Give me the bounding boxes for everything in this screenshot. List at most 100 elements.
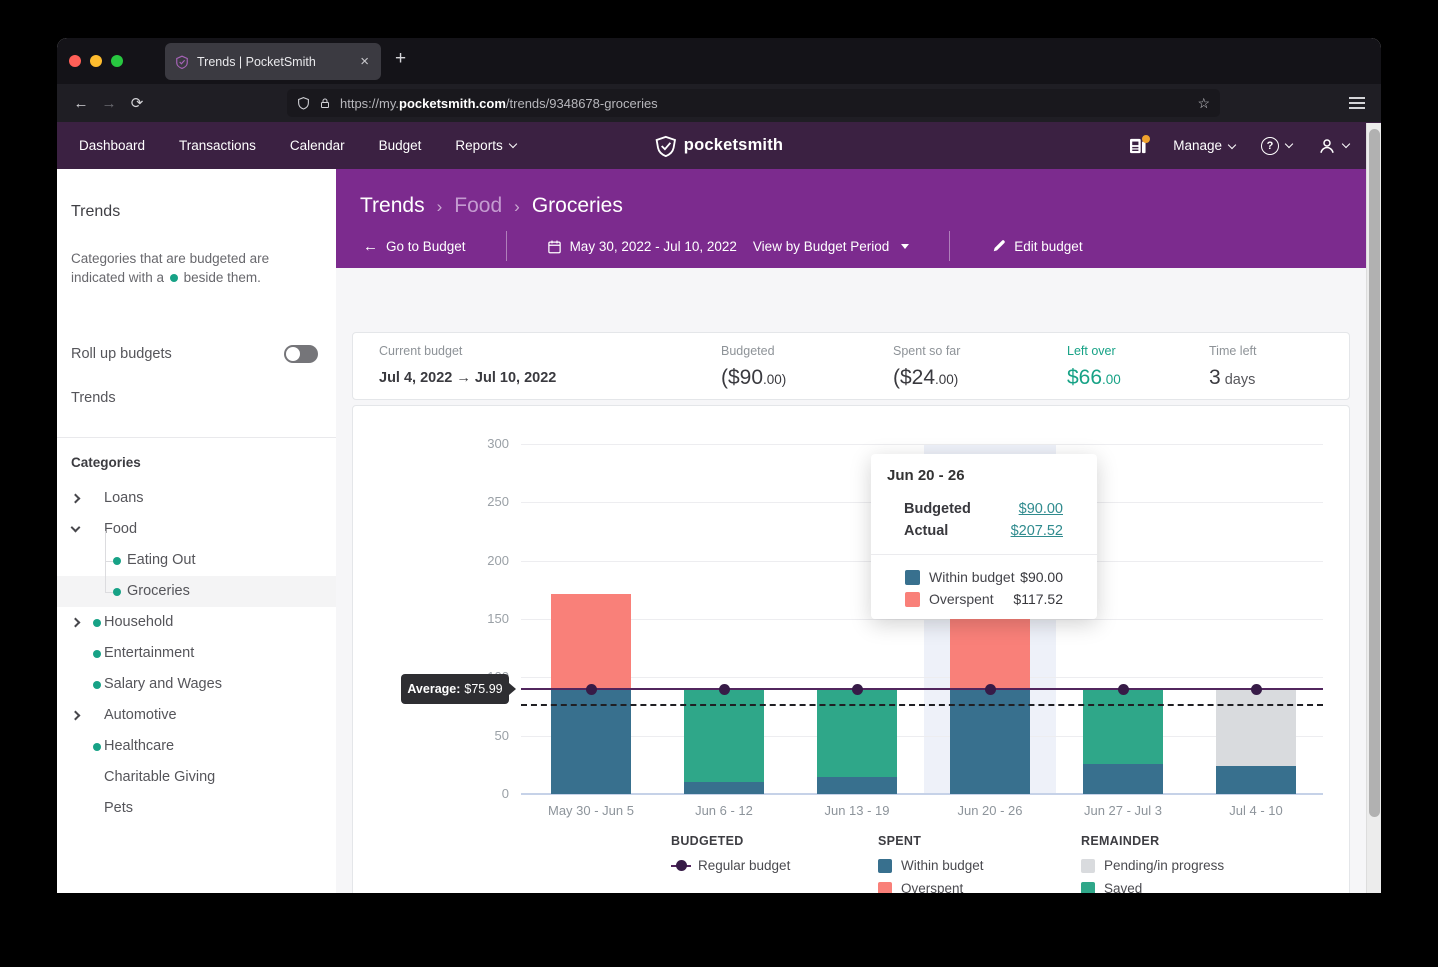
sidebar-category-eating-out[interactable]: Eating Out [57, 531, 336, 576]
notification-dot [1142, 134, 1151, 143]
categories-section: Categories Loans Food Eating Out Groceries H… [57, 437, 336, 824]
budgeted-dot-icon [93, 681, 101, 689]
budgeted-dot-icon [93, 743, 101, 751]
x-axis-label: Jul 4 - 10 [1229, 803, 1283, 818]
sidebar-category-food[interactable]: Food [57, 514, 336, 545]
manage-menu[interactable]: Manage [1173, 138, 1237, 153]
tracking-protection-shield-icon[interactable] [297, 96, 310, 110]
legend-item-within-budget: Within budget [878, 858, 984, 873]
sidebar-category-groceries[interactable]: Groceries [57, 562, 336, 607]
reload-icon[interactable]: ⟳ [130, 95, 144, 112]
lock-icon[interactable] [319, 96, 331, 110]
bar-segment-within[interactable] [817, 776, 897, 794]
budget-marker-dot[interactable] [1250, 683, 1262, 695]
x-axis-label: Jun 6 - 12 [695, 803, 753, 818]
bar-segment-within[interactable] [684, 782, 764, 794]
go-to-budget-button[interactable]: ← Go to Budget [363, 237, 466, 255]
help-menu[interactable]: ? [1261, 136, 1294, 155]
nav-item-calendar[interactable]: Calendar [289, 138, 345, 153]
summary-time-left: Time left 3 days [1209, 344, 1256, 390]
tab-close-icon[interactable]: × [360, 53, 369, 70]
forward-icon[interactable]: → [101, 94, 117, 112]
tooltip-budgeted-row: Budgeted $90.00 [904, 501, 1063, 517]
announcements-icon[interactable] [1129, 134, 1151, 154]
chart-tooltip: Jun 20 - 26 Budgeted $90.00 Actual $207.… [871, 454, 1097, 619]
summary-value: 3 days [1209, 366, 1256, 389]
actual-value-link[interactable]: $207.52 [1010, 523, 1063, 539]
bar-segment-saved[interactable] [684, 689, 764, 783]
tooltip-overspent-row: Overspent $117.52 [905, 591, 1063, 607]
bar-segment-within[interactable] [950, 689, 1030, 794]
scrollbar-thumb[interactable] [1369, 129, 1380, 817]
budgeted-value-link[interactable]: $90.00 [1018, 501, 1063, 517]
summary-value: $66.00 [1067, 366, 1121, 389]
view-by-dropdown[interactable]: View by Budget Period [753, 239, 910, 254]
bar-segment-within[interactable] [551, 689, 631, 794]
sidebar-category-automotive[interactable]: Automotive [57, 700, 336, 731]
budget-marker-dot[interactable] [851, 683, 863, 695]
breadcrumb-separator: › [436, 197, 443, 216]
sidebar-item-trends[interactable]: Trends [71, 390, 116, 406]
bar-segment-pending[interactable] [1216, 689, 1296, 766]
browser-tab[interactable]: Trends | PocketSmith × [165, 43, 381, 80]
gridline-50 [521, 735, 1323, 737]
sidebar: Trends Categories that are budgeted are … [57, 169, 336, 893]
breadcrumb-trends[interactable]: Trends [360, 194, 425, 217]
bar-segment-within[interactable] [1216, 766, 1296, 794]
zoom-window-button[interactable] [111, 55, 123, 67]
sidebar-category-charitable-giving[interactable]: Charitable Giving [57, 762, 336, 793]
breadcrumb-groceries[interactable]: Groceries [531, 194, 623, 217]
sidebar-category-pets[interactable]: Pets [57, 793, 336, 824]
saved-swatch [1081, 881, 1095, 893]
budget-line [521, 688, 1323, 690]
minimize-window-button[interactable] [90, 55, 102, 67]
pending-swatch [1081, 858, 1095, 873]
budget-marker-dot[interactable] [585, 683, 597, 695]
budget-marker-dot[interactable] [718, 683, 730, 695]
legend-item-pending-in-progress: Pending/in progress [1081, 858, 1224, 873]
edit-budget-button[interactable]: Edit budget [992, 239, 1083, 254]
bar-segment-within[interactable] [1083, 763, 1163, 794]
summary-label: Current budget [379, 344, 463, 358]
category-label: Automotive [104, 707, 177, 723]
tab-strip: Trends | PocketSmith × + [57, 38, 1381, 84]
sidebar-category-household[interactable]: Household [57, 607, 336, 638]
rollup-toggle[interactable] [284, 345, 318, 363]
sidebar-category-entertainment[interactable]: Entertainment [57, 638, 336, 669]
bar-segment-saved[interactable] [817, 689, 897, 777]
nav-item-reports[interactable]: Reports [455, 138, 517, 153]
pocketsmith-logo[interactable]: pocketsmith [655, 135, 783, 157]
new-tab-button[interactable]: + [395, 48, 407, 69]
sidebar-category-healthcare[interactable]: Healthcare [57, 731, 336, 762]
bookmark-star-icon[interactable]: ☆ [1197, 94, 1210, 111]
y-axis-label: 300 [487, 436, 509, 451]
nav-item-dashboard[interactable]: Dashboard [79, 138, 146, 153]
pencil-icon [994, 240, 1005, 252]
url-bar[interactable]: https://my.pocketsmith.com/trends/934867… [287, 89, 1220, 117]
budget-marker-dot[interactable] [984, 683, 996, 695]
page-header: Trends › Food › Groceries ← Go to Budget [336, 169, 1381, 268]
summary-value: Jul 4, 2022 → Jul 10, 2022 [379, 370, 557, 386]
sidebar-description: Categories that are budgeted are indicat… [71, 251, 270, 285]
date-range-button[interactable]: May 30, 2022 - Jul 10, 2022 [547, 239, 737, 254]
back-icon[interactable]: ← [73, 94, 89, 112]
budget-marker-dot[interactable] [1117, 683, 1129, 695]
budgeted-dot-icon [113, 557, 121, 565]
browser-toolbar: ← → ⟳ https://my.pocketsmith.com/trends/… [57, 84, 1381, 122]
sidebar-category-salary-and-wages[interactable]: Salary and Wages [57, 669, 336, 700]
nav-item-budget[interactable]: Budget [378, 138, 422, 153]
nav-item-transactions[interactable]: Transactions [179, 138, 256, 153]
browser-menu-icon[interactable] [1349, 97, 1365, 112]
category-label: Salary and Wages [104, 676, 222, 692]
overspent-swatch [878, 881, 892, 893]
close-window-button[interactable] [69, 55, 81, 67]
breadcrumb-food[interactable]: Food [454, 194, 503, 217]
bar-segment-saved[interactable] [1083, 689, 1163, 764]
arrow-left-icon: ← [363, 237, 378, 255]
account-menu[interactable] [1318, 137, 1351, 155]
bar-segment-overspent[interactable] [551, 594, 631, 689]
budget-summary-card: Current budget Jul 4, 2022 → Jul 10, 2022… [352, 332, 1350, 400]
sidebar-category-loans[interactable]: Loans [57, 483, 336, 514]
y-axis-label: 50 [494, 727, 509, 743]
